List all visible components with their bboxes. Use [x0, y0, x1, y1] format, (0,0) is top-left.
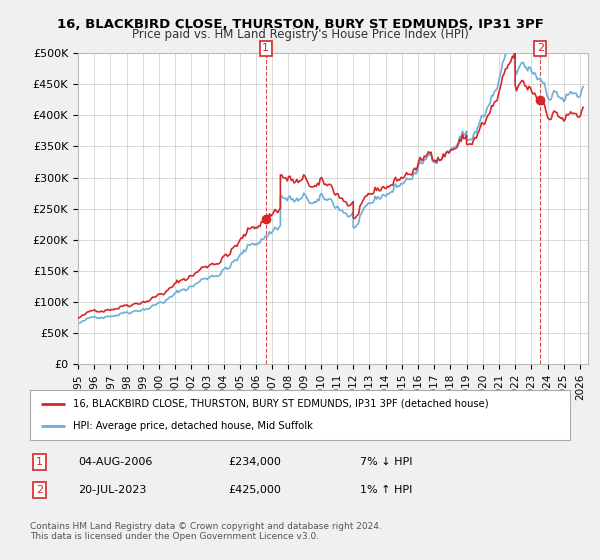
Text: 04-AUG-2006: 04-AUG-2006	[78, 457, 152, 467]
Text: 16, BLACKBIRD CLOSE, THURSTON, BURY ST EDMUNDS, IP31 3PF: 16, BLACKBIRD CLOSE, THURSTON, BURY ST E…	[56, 18, 544, 31]
Text: 1% ↑ HPI: 1% ↑ HPI	[360, 485, 412, 495]
Text: £234,000: £234,000	[228, 457, 281, 467]
Text: Price paid vs. HM Land Registry's House Price Index (HPI): Price paid vs. HM Land Registry's House …	[131, 28, 469, 41]
Text: Contains HM Land Registry data © Crown copyright and database right 2024.
This d: Contains HM Land Registry data © Crown c…	[30, 522, 382, 542]
Text: 1: 1	[36, 457, 43, 467]
Text: £425,000: £425,000	[228, 485, 281, 495]
Text: 2: 2	[536, 43, 544, 53]
Text: 7% ↓ HPI: 7% ↓ HPI	[360, 457, 413, 467]
Text: 20-JUL-2023: 20-JUL-2023	[78, 485, 146, 495]
Text: HPI: Average price, detached house, Mid Suffolk: HPI: Average price, detached house, Mid …	[73, 421, 313, 431]
Text: 16, BLACKBIRD CLOSE, THURSTON, BURY ST EDMUNDS, IP31 3PF (detached house): 16, BLACKBIRD CLOSE, THURSTON, BURY ST E…	[73, 399, 489, 409]
Text: 2: 2	[36, 485, 43, 495]
Text: 1: 1	[262, 43, 269, 53]
